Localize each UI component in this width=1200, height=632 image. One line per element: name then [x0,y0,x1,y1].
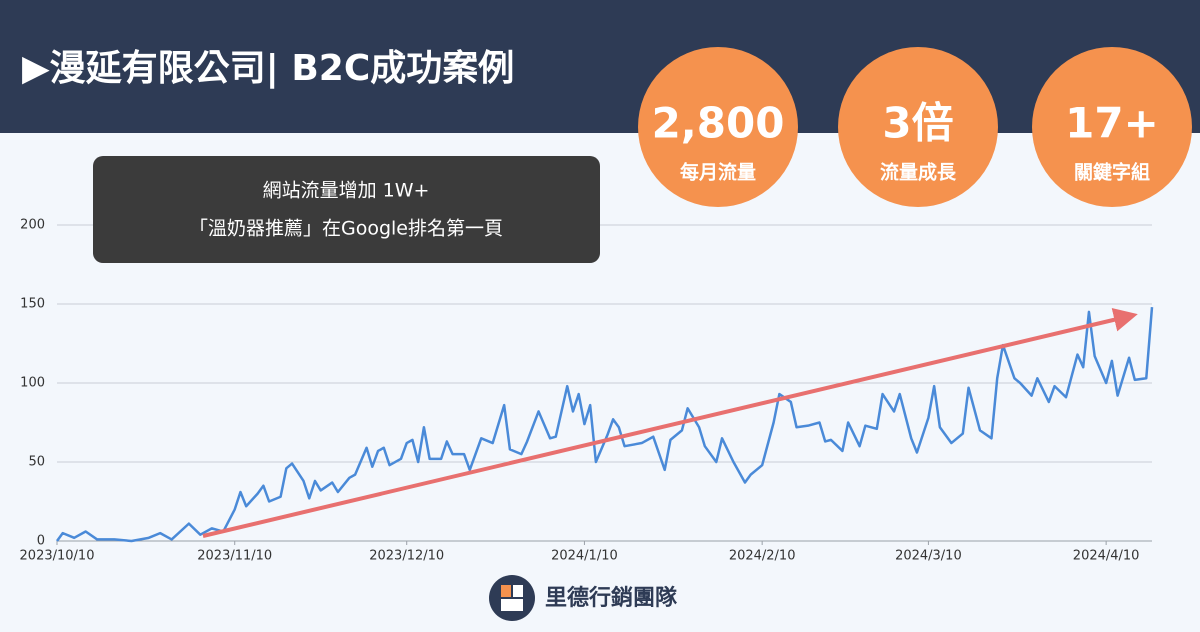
x-tick-label: 2023/11/10 [197,549,272,564]
callout-line: 網站流量增加 1W+ [263,180,430,202]
callout-box [93,156,600,263]
stat-value: 2,800 [652,99,785,148]
data-line [55,307,1154,543]
logo-part [513,585,523,597]
logo-part [501,599,523,611]
x-tick-label: 2023/10/10 [20,549,95,564]
plot: 0 50 100 150 200 2023/10/10 2023/11/10 2023/12/… [20,218,1154,564]
stat-label: 每月流量 [680,161,756,184]
stat-value: 3倍 [882,99,953,148]
y-tick-label: 50 [28,455,45,470]
y-tick-label: 0 [37,534,45,549]
logo-part [501,585,511,597]
footer: 里德行銷團隊 [489,575,678,621]
y-tick-label: 200 [20,218,45,233]
x-tick-label: 2024/1/10 [551,549,618,564]
stat-circle [638,47,798,207]
trend-arrow [202,308,1138,538]
brand: 里德行銷團隊 [545,585,678,611]
callout: 網站流量增加 1W+ 「溫奶器推薦」在Google排名第一頁 [93,156,600,263]
header-bar [0,0,1200,133]
x-tick-label: 2023/12/10 [369,549,444,564]
stat-label: 關鍵字組 [1074,161,1150,184]
logo [489,575,535,621]
x-tick-label: 2024/2/10 [729,549,796,564]
stat-value: 17+ [1065,99,1159,148]
y-tick-label: 100 [20,376,45,391]
y-tick-label: 150 [20,297,45,312]
x-tick-label: 2024/3/10 [895,549,962,564]
header-title: ▶漫延有限公司| B2C成功案例 [22,48,514,89]
x-tick-label: 2024/4/10 [1073,549,1140,564]
stat-circle [838,47,998,207]
stat-circle [1032,47,1192,207]
stat-label: 流量成長 [880,161,957,184]
callout-line: 「溫奶器推薦」在Google排名第一頁 [189,218,503,240]
